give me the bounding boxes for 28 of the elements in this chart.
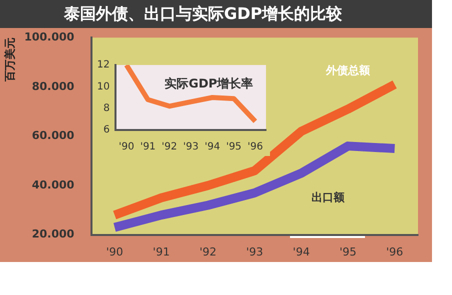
- y-tick-label: 20.000: [32, 228, 75, 241]
- series-label: 外债总额: [324, 64, 371, 77]
- x-tick-label: '95: [226, 142, 242, 153]
- y-tick-label: 6: [103, 124, 110, 136]
- y-tick-label: 60.000: [32, 129, 75, 142]
- x-tick-label: '92: [162, 142, 178, 153]
- y-tick-label: 100.000: [24, 30, 75, 44]
- x-tick-label: '92: [199, 245, 216, 258]
- x-tick-label: '91: [140, 142, 156, 153]
- x-tick-label: '93: [183, 142, 199, 153]
- x-tick-label: '93: [246, 245, 264, 258]
- x-tick-label: '91: [152, 245, 170, 258]
- x-tick-label: '96: [386, 245, 404, 258]
- y-tick-label: 8: [103, 102, 110, 114]
- y-tick-label: 12: [96, 60, 110, 71]
- x-tick-label: '95: [339, 245, 357, 258]
- series-label: 出口额: [311, 190, 346, 204]
- x-tick-label: '90: [118, 142, 134, 153]
- x-tick-label: '96: [248, 142, 264, 153]
- text: 实际GDP增长率: [164, 76, 254, 91]
- x-tick-label: '90: [106, 245, 124, 258]
- y-tick-label: 40.000: [32, 178, 75, 192]
- y-axis-title: 百万美元: [3, 38, 16, 83]
- x-tick-label: '94: [204, 142, 220, 153]
- chart-title: 泰国外债、出口与实际GDP增长的比较: [0, 0, 432, 28]
- y-tick-label: 10: [96, 81, 110, 92]
- y-tick-label: 80.000: [32, 80, 75, 93]
- x-tick-label: '94: [292, 245, 310, 258]
